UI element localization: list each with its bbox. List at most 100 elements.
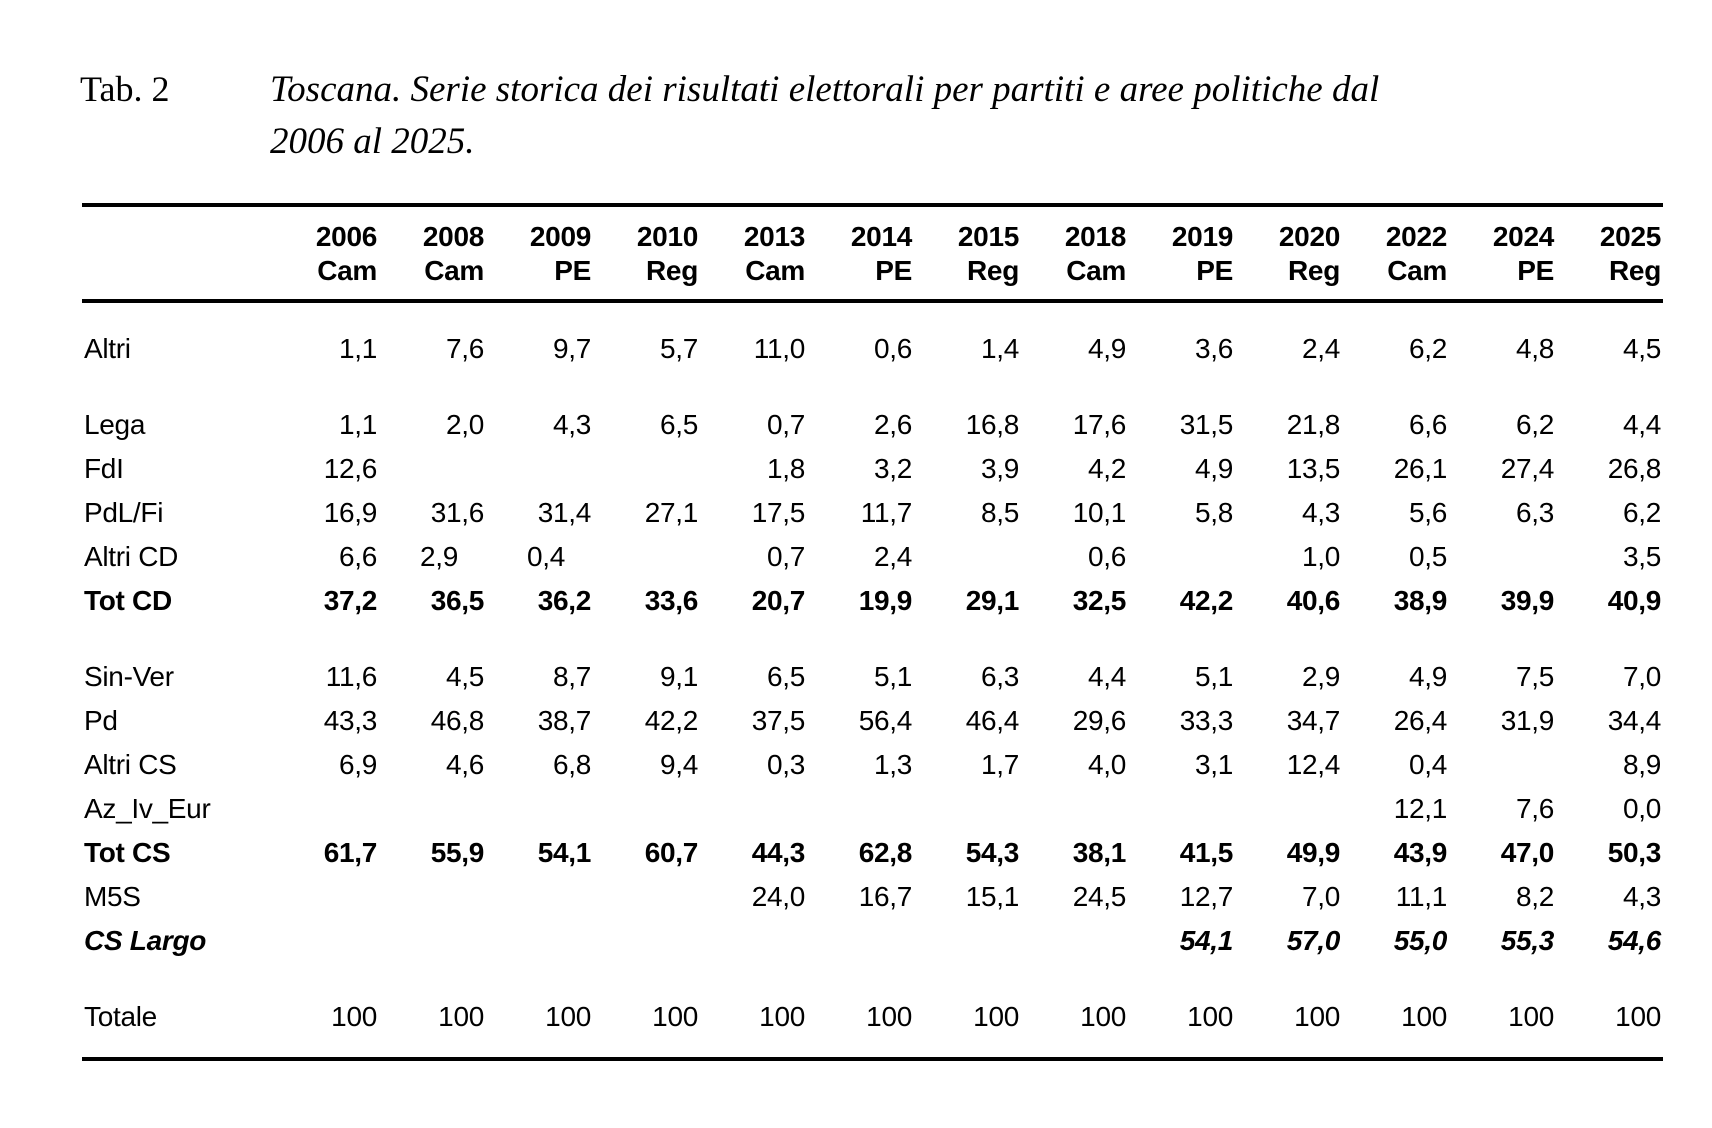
table-cell: 6,9 (338, 749, 377, 780)
table-cell: 100 (866, 1001, 912, 1032)
table-cell: 3,2 (873, 453, 912, 484)
table-cell: 4,0 (1087, 749, 1126, 780)
column-election-type: Cam (1342, 255, 1449, 303)
spacer-cell (82, 301, 1663, 327)
table-cell: 4,6 (445, 749, 484, 780)
column-year: 2024 (1492, 221, 1554, 252)
table-cell: 44,3 (751, 837, 806, 868)
table-cell: 61,7 (323, 837, 378, 868)
table-cell: 56,4 (858, 705, 913, 736)
table-cell: 4,4 (1622, 409, 1661, 440)
table-cell: 12,4 (1286, 749, 1341, 780)
table-cell: 100 (331, 1001, 377, 1032)
row-label: CS Largo (84, 925, 207, 956)
table-cell: 7,6 (445, 333, 484, 364)
table-cell (379, 875, 486, 919)
table-cell: 6,5 (766, 661, 805, 692)
table-cell: 1,4 (980, 333, 1019, 364)
table-cell: 6,2 (1408, 333, 1447, 364)
table-cell: 5,1 (1194, 661, 1233, 692)
row-label: Tot CS (84, 837, 171, 868)
table-cell (486, 875, 593, 919)
table-row-sin-ver: Sin-Ver 11,6 4,5 8,7 9,1 6,5 5,1 6,3 4,4 5,1 2,9 4,… (82, 655, 1663, 699)
table-cell: 11,1 (1395, 881, 1448, 912)
column-election-type: Cam (272, 255, 379, 303)
column-election-type: Reg (1235, 255, 1342, 303)
spacer-cell (82, 963, 1663, 995)
table-row-az-iv-eur: Az_Iv_Eur 12,1 7,6 0,0 (82, 787, 1663, 831)
table-cell: 2,9 (1301, 661, 1340, 692)
spacer-row (82, 301, 1663, 327)
table-cell: 0,6 (873, 333, 912, 364)
table-cell: 42,2 (1179, 585, 1234, 616)
table-caption: Toscana. Serie storica dei risultati ele… (270, 64, 1670, 168)
column-year: 2014 (850, 221, 912, 252)
table-cell: 6,3 (980, 661, 1019, 692)
spacer-row (82, 623, 1663, 655)
row-label: Altri CS (84, 749, 177, 780)
table-cell (272, 919, 379, 963)
table-cell: 42,2 (644, 705, 699, 736)
row-label: Sin-Ver (84, 661, 174, 692)
table-cell: 100 (973, 1001, 1019, 1032)
column-election-type: Reg (1556, 255, 1663, 303)
table-cell (700, 919, 807, 963)
table-cell: 6,6 (338, 541, 377, 572)
table-cell: 3,6 (1194, 333, 1233, 364)
table-cell: 41,5 (1179, 837, 1234, 868)
table-cell (486, 447, 593, 491)
table-row-pdl-fi: PdL/Fi 16,9 31,6 31,4 27,1 17,5 11,7 8,5 10,1 5,8… (82, 491, 1663, 535)
column-election-type: Cam (700, 255, 807, 303)
table-cell: 0,7 (766, 409, 805, 440)
row-label: FdI (84, 453, 124, 484)
table-cell (700, 787, 807, 831)
table-cell (807, 919, 914, 963)
table-cell: 4,8 (1515, 333, 1554, 364)
table-cell: 17,6 (1072, 409, 1127, 440)
table-body: Altri 1,1 7,6 9,7 5,7 11,0 0,6 1,4 4,9 3,6 2,4 6,2 4… (82, 301, 1663, 1059)
table-cell: 38,1 (1072, 837, 1127, 868)
column-election-type: PE (807, 255, 914, 303)
table-cell (593, 447, 700, 491)
table-cell: 7,0 (1622, 661, 1661, 692)
table-cell: 6,8 (552, 749, 591, 780)
table-cell: 36,5 (430, 585, 485, 616)
table-cell: 21,8 (1286, 409, 1341, 440)
table-cell: 9,7 (552, 333, 591, 364)
table-cell: 38,9 (1393, 585, 1448, 616)
table-cell: 4,5 (1622, 333, 1661, 364)
table-cell: 7,5 (1515, 661, 1554, 692)
table-cell: 4,9 (1087, 333, 1126, 364)
table-row-altri-cd: Altri CD 6,6 2,9 0,4 0,7 2,4 0,6 1,0 0,5 3,5 (82, 535, 1663, 579)
table-cell: 9,4 (659, 749, 698, 780)
table-cell (914, 919, 1021, 963)
column-year: 2022 (1385, 221, 1447, 252)
column-year: 2015 (957, 221, 1019, 252)
table-cell: 57,0 (1286, 925, 1341, 956)
table-cell: 7,0 (1301, 881, 1340, 912)
table-cell: 5,8 (1194, 497, 1233, 528)
table-cell: 6,3 (1515, 497, 1554, 528)
table-header: 2006 2008 2009 2010 2013 2014 2015 2018 2019 2020… (82, 205, 1663, 303)
table-cell: 29,6 (1072, 705, 1127, 736)
table-cell: 100 (652, 1001, 698, 1032)
table-cell: 40,6 (1286, 585, 1341, 616)
table-cell: 8,7 (552, 661, 591, 692)
table-cell: 1,7 (980, 749, 1019, 780)
table-cell: 100 (1508, 1001, 1554, 1032)
table-cell: 27,1 (644, 497, 699, 528)
table-cell: 46,4 (965, 705, 1020, 736)
table-cell: 2,4 (873, 541, 912, 572)
table-row-m5s: M5S 24,0 16,7 15,1 24,5 12,7 7,0 11,1 8,2 4,3 (82, 875, 1663, 919)
row-label: Altri CD (84, 541, 179, 572)
table-row-altri: Altri 1,1 7,6 9,7 5,7 11,0 0,6 1,4 4,9 3,6 2,4 6,2 4… (82, 327, 1663, 371)
table-cell: 100 (438, 1001, 484, 1032)
table-cell: 54,1 (1179, 925, 1234, 956)
header-elections-row: Cam Cam PE Reg Cam PE Reg Cam PE Reg Cam PE Reg (82, 255, 1663, 303)
table-cell: 100 (1187, 1001, 1233, 1032)
table-cell: 4,3 (552, 409, 591, 440)
table-cell: 0,5 (1408, 541, 1447, 572)
table-cell: 34,7 (1286, 705, 1341, 736)
table-cell (1449, 535, 1556, 579)
table-cell: 6,2 (1622, 497, 1661, 528)
